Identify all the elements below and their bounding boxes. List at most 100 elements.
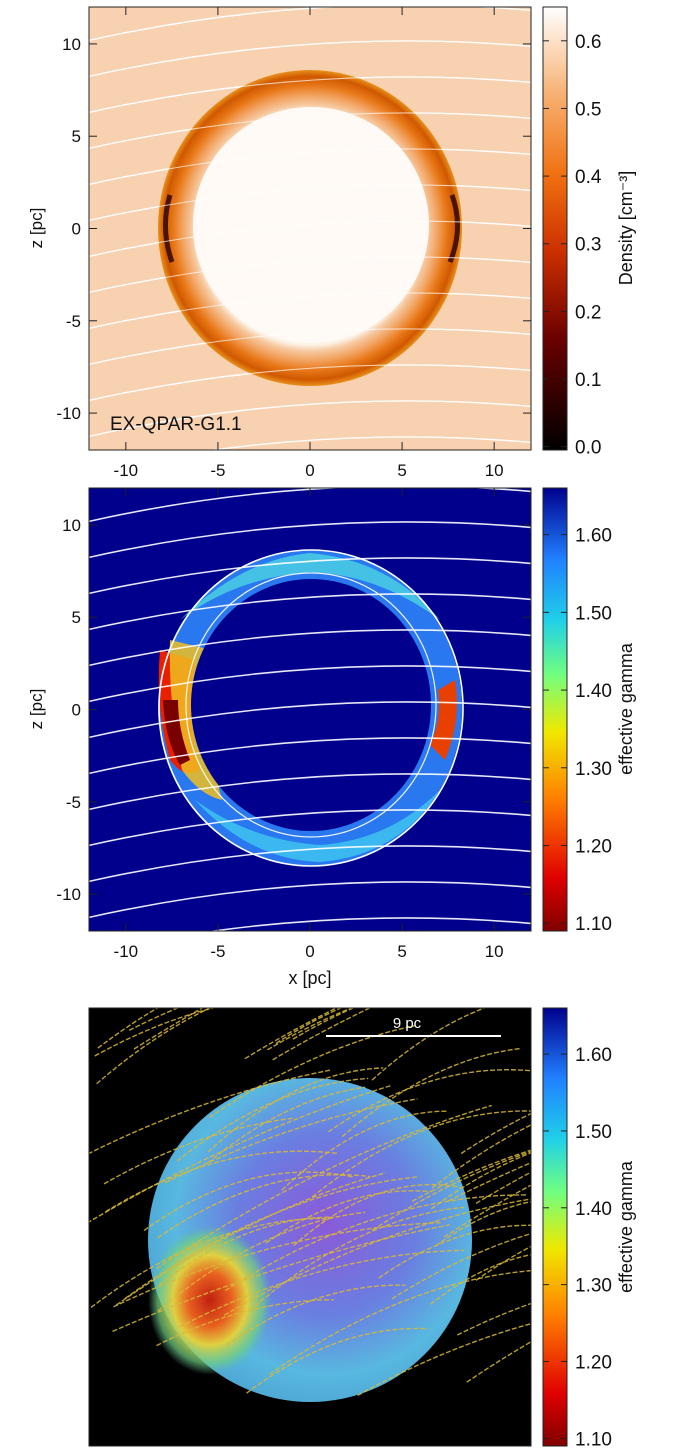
- field-line: [89, 665, 531, 703]
- colorbar-tick-label: 1.20: [575, 1352, 612, 1373]
- field-line: [475, 1171, 531, 1204]
- y-tick-label: -5: [66, 793, 81, 812]
- run-label: EX-QPAR-G1.1: [110, 414, 242, 435]
- field-line: [89, 1084, 392, 1223]
- field-line: [435, 1201, 531, 1247]
- x-ticks: -10 -5 0 5 10: [114, 488, 504, 961]
- gamma-colorbar-3d: [542, 1007, 568, 1447]
- x-tick-label: -10: [114, 942, 139, 961]
- gamma-contour-inner: [185, 572, 437, 838]
- field-line: [105, 1150, 338, 1213]
- y-tick-label: 5: [72, 127, 81, 146]
- colorbar-tick-label: 0.1: [575, 370, 601, 391]
- x-tick-label: 0: [305, 461, 314, 480]
- field-line: [391, 1232, 531, 1300]
- gamma-contour-outer: [158, 549, 464, 867]
- y-tick-label: 0: [72, 220, 81, 239]
- field-line: [89, 76, 531, 113]
- field-line: [460, 1112, 531, 1155]
- x-tick-label: -5: [210, 461, 225, 480]
- y-tick-label: -10: [56, 885, 81, 904]
- field-lines: [89, 1008, 531, 1397]
- field-line: [164, 1098, 418, 1184]
- field-line: [371, 1150, 531, 1231]
- field-line: [378, 1224, 531, 1279]
- field-line: [430, 1254, 531, 1305]
- x-tick-label: -10: [114, 461, 139, 480]
- field-line: [267, 1008, 354, 1051]
- field-line: [475, 1245, 531, 1281]
- field-line: [357, 1323, 531, 1397]
- gamma-shell-cyan-bottom: [195, 790, 440, 862]
- y-axis-label: z [pc]: [27, 208, 46, 249]
- colorbar-tick-label: 1.40: [575, 1199, 612, 1220]
- field-line: [89, 0, 531, 4]
- density-colorbar: [542, 6, 568, 451]
- field-lines-front: [89, 0, 531, 450]
- y-axis-label: z [pc]: [27, 689, 46, 730]
- colorbar-tick-label: 1.10: [575, 1429, 612, 1450]
- field-line: [89, 148, 531, 185]
- field-line: [208, 1025, 415, 1119]
- colorbar-tick-label: 0.2: [575, 302, 601, 323]
- field-line: [89, 220, 531, 257]
- field-line: [328, 1069, 531, 1133]
- field-line: [113, 1221, 441, 1308]
- colorbar-ticks: 0.6 0.5 0.4 0.3 0.2 0.1 0.0: [543, 32, 602, 459]
- field-line: [293, 1184, 462, 1247]
- field-line: [265, 1190, 432, 1244]
- field-line: [411, 1149, 531, 1202]
- field-line: [281, 1110, 449, 1191]
- gamma-colorbar: [542, 487, 568, 932]
- x-ticks: -10 -5 0 5 10: [114, 7, 504, 480]
- colorbar-tick-label: 1.50: [575, 603, 612, 624]
- colorbar-ticks: 1.60 1.50 1.40 1.30 1.20 1.10: [543, 526, 612, 935]
- field-line: [430, 1152, 531, 1210]
- colorbar-tick-label: 1.60: [575, 526, 612, 547]
- x-tick-label: -5: [210, 942, 225, 961]
- field-line: [207, 1086, 366, 1164]
- colorbar-tick-label: 0.4: [575, 167, 602, 188]
- field-line: [89, 292, 531, 329]
- density-interior: [193, 107, 429, 343]
- field-line: [143, 1171, 354, 1232]
- field-line: [156, 1104, 492, 1270]
- field-line: [292, 1008, 355, 1040]
- colorbar-tick-label: 1.10: [575, 914, 612, 935]
- y-tick-label: -10: [56, 404, 81, 423]
- colorbar-tick-label: 1.40: [575, 681, 612, 702]
- field-line: [89, 521, 531, 559]
- colorbar-label: effective gamma: [616, 1160, 636, 1293]
- field-line: [272, 1008, 372, 1061]
- field-line: [311, 1110, 531, 1198]
- colorbar-tick-label: 1.60: [575, 1045, 612, 1066]
- colorbar-tick-label: 1.30: [575, 1276, 612, 1297]
- field-line: [89, 400, 531, 437]
- field-line: [89, 1217, 326, 1310]
- field-line: [96, 1008, 212, 1085]
- field-line: [89, 557, 531, 595]
- y-tick-label: -5: [66, 312, 81, 331]
- field-line: [89, 256, 531, 293]
- field-line: [207, 917, 531, 931]
- field-line: [249, 1206, 464, 1312]
- x-tick-label: 5: [397, 461, 406, 480]
- shell-dark-edge-left: [162, 194, 175, 263]
- field-line: [157, 1211, 366, 1312]
- field-line: [269, 1269, 531, 1376]
- field-line: [89, 0, 531, 4]
- field-line: [89, 112, 531, 149]
- gamma-shell-dark-left: [163, 700, 190, 765]
- field-line: [89, 773, 531, 811]
- field-line: [103, 1117, 294, 1185]
- y-tick-label: 5: [72, 608, 81, 627]
- y-ticks: 10 5 0 -5 -10: [56, 516, 531, 904]
- x-tick-label: 10: [485, 942, 504, 961]
- shell-dark-edge-right: [447, 194, 461, 263]
- field-line: [89, 184, 531, 221]
- field-line: [89, 809, 531, 847]
- field-line: [156, 1298, 334, 1347]
- field-line: [89, 593, 531, 631]
- x-tick-label: 10: [485, 461, 504, 480]
